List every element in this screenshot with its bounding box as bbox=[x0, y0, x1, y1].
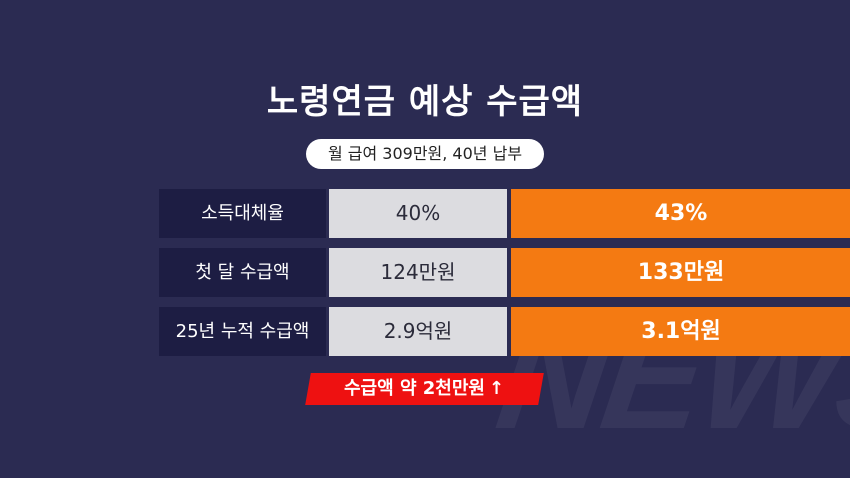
row-label: 소득대체율 bbox=[159, 189, 326, 238]
new-value: 133만원 bbox=[511, 248, 850, 297]
current-value: 2.9억원 bbox=[329, 307, 507, 356]
highlight-banner: 수급액 약 2천만원 ↑ bbox=[305, 373, 544, 405]
row-label: 25년 누적 수급액 bbox=[159, 307, 326, 356]
current-value: 124만원 bbox=[329, 248, 507, 297]
new-value: 43% bbox=[511, 189, 850, 238]
row-label: 첫 달 수급액 bbox=[159, 248, 326, 297]
up-arrow-icon: ↑ bbox=[489, 378, 505, 399]
banner-text: 수급액 약 2천만원 bbox=[344, 378, 486, 399]
page-title: 노령연금 예상 수급액 bbox=[266, 82, 584, 122]
current-value: 40% bbox=[329, 189, 507, 238]
subtitle-pill: 월 급여 309만원, 40년 납부 bbox=[306, 139, 544, 169]
new-value: 3.1억원 bbox=[511, 307, 850, 356]
